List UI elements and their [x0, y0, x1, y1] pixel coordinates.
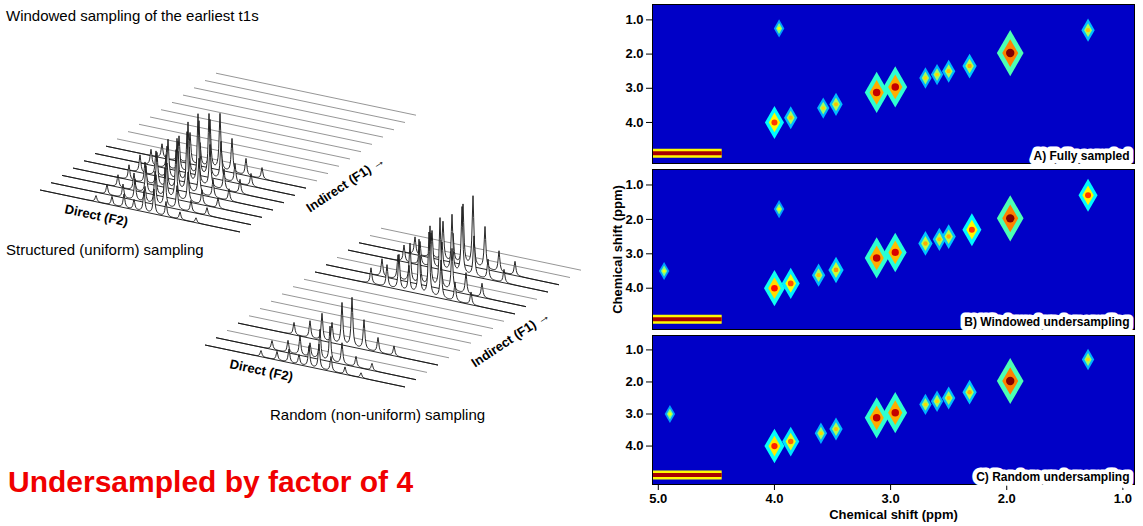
svg-text:Direct (F2): Direct (F2): [63, 201, 129, 229]
svg-text:2.0: 2.0: [625, 212, 643, 227]
svg-text:5.0: 5.0: [649, 491, 667, 506]
svg-text:1.0: 1.0: [625, 177, 643, 192]
svg-text:2.0: 2.0: [998, 491, 1016, 506]
svg-text:Chemical shift (ppm): Chemical shift (ppm): [829, 507, 958, 522]
svg-text:4.0: 4.0: [625, 280, 643, 295]
svg-text:Direct (F2): Direct (F2): [228, 356, 294, 384]
svg-text:2.0: 2.0: [625, 46, 643, 61]
svg-text:4.0: 4.0: [625, 115, 643, 130]
svg-text:Random (non-uniform) sampling: Random (non-uniform) sampling: [270, 406, 485, 423]
svg-text:3.0: 3.0: [625, 246, 643, 261]
svg-text:Chemical shift (ppm): Chemical shift (ppm): [610, 185, 625, 314]
svg-text:Structured (uniform) sampling: Structured (uniform) sampling: [6, 241, 204, 258]
svg-text:4.0: 4.0: [625, 438, 643, 453]
svg-text:C) Random undersampling: C) Random undersampling: [976, 470, 1129, 484]
svg-text:3.0: 3.0: [625, 406, 643, 421]
svg-text:Indirect (F1) →: Indirect (F1) →: [303, 152, 387, 215]
svg-text:2.0: 2.0: [625, 374, 643, 389]
svg-text:A) Fully sampled: A) Fully sampled: [1033, 149, 1129, 163]
svg-text:Windowed sampling of the earli: Windowed sampling of the earliest t1s: [6, 7, 259, 24]
svg-text:B) Windowed undersampling: B) Windowed undersampling: [964, 315, 1129, 329]
svg-text:1.0: 1.0: [1114, 491, 1132, 506]
svg-text:4.0: 4.0: [765, 491, 783, 506]
svg-text:3.0: 3.0: [625, 80, 643, 95]
svg-text:3.0: 3.0: [882, 491, 900, 506]
svg-text:1.0: 1.0: [625, 342, 643, 357]
svg-text:1.0: 1.0: [625, 12, 643, 27]
svg-text:Indirect (F1) →: Indirect (F1) →: [468, 307, 552, 370]
svg-text:Undersampled by factor of 4: Undersampled by factor of 4: [8, 465, 413, 498]
